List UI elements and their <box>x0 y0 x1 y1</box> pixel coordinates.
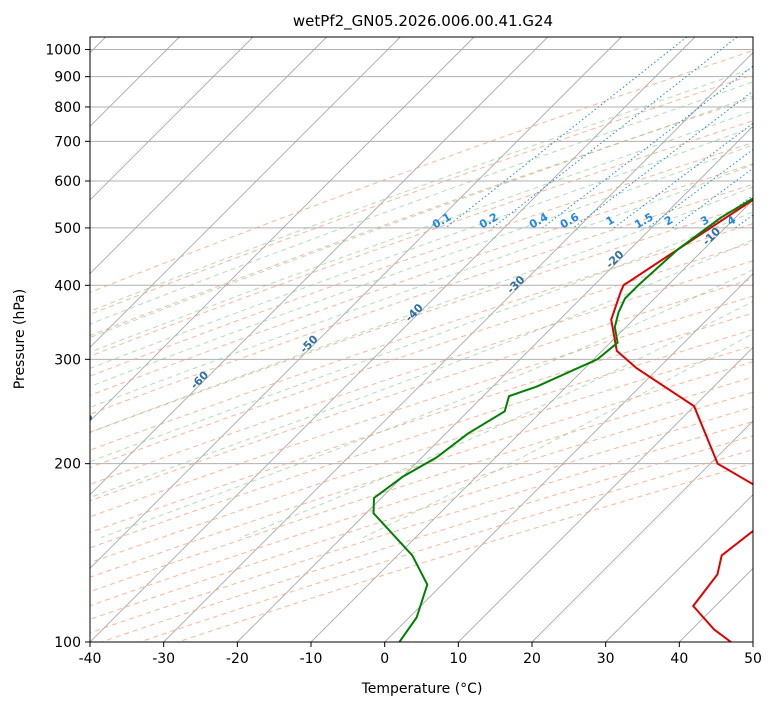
mixing-ratio-line <box>493 37 738 228</box>
moist-adiabat <box>0 37 775 538</box>
dry-adiabat <box>0 37 775 642</box>
x-tick-label: 30 <box>597 651 615 667</box>
isotherm-label: -30 <box>504 273 527 296</box>
moist-adiabat <box>0 37 775 538</box>
dry-adiabat <box>0 37 775 642</box>
y-tick-label: 100 <box>54 635 81 651</box>
mixing-ratio-label: 1 <box>604 213 617 228</box>
moist-adiabat <box>0 37 775 538</box>
dewpoint-line <box>374 51 775 642</box>
moist-adiabat <box>0 37 775 538</box>
x-tick-label: 40 <box>670 651 688 667</box>
axes: -40 -30 -20 -10 0 10 20 30 40 50 100 200 300 400 500 60… <box>45 43 762 667</box>
dry-adiabat <box>178 37 775 642</box>
line-labels: 0.10.20.40.611.52346810131620253036-100-… <box>0 64 775 629</box>
moist-adiabat <box>0 37 775 538</box>
x-tick-label: 0 <box>380 651 389 667</box>
x-tick-label: -30 <box>152 651 175 667</box>
x-axis-label: Temperature (°C) <box>361 681 483 697</box>
moist-adiabat <box>363 37 775 538</box>
isotherm-line <box>90 37 695 642</box>
y-tick-label: 500 <box>54 221 81 237</box>
y-tick-label: 200 <box>54 457 81 473</box>
x-tick-label: 10 <box>449 651 467 667</box>
x-tick-label: -40 <box>79 651 102 667</box>
mixing-ratio-line <box>672 37 775 228</box>
mixing-ratio-line <box>735 37 775 228</box>
y-tick-label: 700 <box>54 134 81 150</box>
moist-adiabat <box>0 37 775 538</box>
isotherm-line <box>532 37 775 642</box>
x-tick-label: -10 <box>300 651 323 667</box>
dry-adiabat <box>0 37 775 642</box>
dry-adiabat <box>0 37 775 642</box>
temperature-line <box>611 52 775 642</box>
moist-adiabat <box>0 37 775 538</box>
dry-adiabat <box>0 37 775 642</box>
moist-adiabat <box>0 37 775 538</box>
isotherm-line <box>0 37 400 642</box>
isotherm-label: -60 <box>188 368 211 391</box>
isotherm-label: -40 <box>403 301 426 324</box>
isotherm-line <box>16 37 621 642</box>
dry-adiabat <box>102 37 775 642</box>
dry-adiabat <box>0 37 775 642</box>
dry-adiabat <box>0 37 775 642</box>
x-tick-label: -20 <box>226 651 249 667</box>
dry-adiabat <box>0 37 775 642</box>
plot-frame <box>90 37 753 642</box>
dry-adiabat <box>0 37 775 642</box>
dry-adiabat <box>0 37 775 642</box>
isotherm-line <box>385 37 775 642</box>
y-tick-label: 400 <box>54 278 81 294</box>
y-tick-label: 600 <box>54 174 81 190</box>
isotherm-line <box>0 37 548 642</box>
sounding-profiles <box>374 51 775 642</box>
moist-adiabat <box>101 37 775 538</box>
dry-adiabat <box>0 37 775 642</box>
mixing-ratio-label: 6 <box>764 213 775 228</box>
y-tick-label: 300 <box>54 352 81 368</box>
mixing-ratio-label: 2 <box>662 213 675 228</box>
dry-adiabat <box>0 37 775 642</box>
mixing-ratio-line <box>709 37 775 228</box>
isotherm-line <box>753 37 775 642</box>
chart-title: wetPf2_GN05.2026.006.00.41.G24 <box>293 12 553 31</box>
dry-adiabat <box>0 37 775 642</box>
isotherm-label: -50 <box>297 332 320 355</box>
dry-adiabat <box>0 37 775 642</box>
isotherm-line <box>0 37 474 642</box>
y-axis-label: Pressure (hPa) <box>12 289 28 389</box>
background-lines <box>0 37 775 642</box>
isotherm-line <box>164 37 769 642</box>
isotherm-line <box>0 37 327 642</box>
dry-adiabat <box>0 37 775 642</box>
dry-adiabat <box>0 37 775 642</box>
moist-adiabat <box>0 37 775 538</box>
x-tick-label: 20 <box>523 651 541 667</box>
dry-adiabat <box>0 37 775 642</box>
dry-adiabat <box>0 37 775 642</box>
moist-adiabat <box>0 37 775 538</box>
x-tick-label: 50 <box>744 651 762 667</box>
y-tick-label: 900 <box>54 70 81 86</box>
dry-adiabat <box>0 37 775 642</box>
y-tick-label: 800 <box>54 100 81 116</box>
y-tick-label: 1000 <box>45 43 81 59</box>
